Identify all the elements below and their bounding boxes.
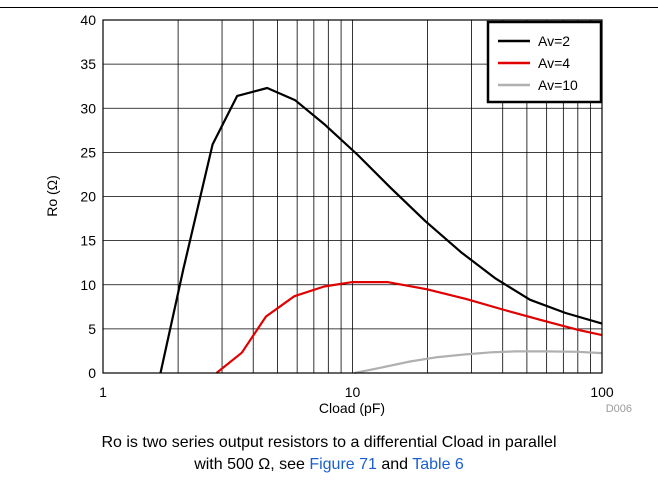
x-axis-label: Cload (pF) — [319, 400, 385, 416]
legend-label-av10: Av=10 — [538, 77, 578, 93]
y-tick-label: 30 — [80, 100, 96, 116]
figure-71-link[interactable]: Figure 71 — [309, 456, 377, 473]
series-line-av-4 — [215, 281, 603, 374]
y-tick-label: 15 — [80, 233, 96, 249]
y-tick-label: 5 — [88, 321, 96, 337]
tick-layer: 0 5 10 15 20 25 30 35 40 1 10 100 — [80, 12, 613, 400]
y-tick-label: 0 — [88, 365, 96, 381]
table-6-link[interactable]: Table 6 — [412, 456, 464, 473]
legend: Av=2 Av=4 Av=10 — [486, 20, 603, 104]
y-tick-label: 10 — [80, 277, 96, 293]
caption-text: with 500 Ω, see — [194, 456, 310, 473]
series-layer — [159, 86, 603, 375]
plot-frame — [102, 19, 603, 374]
caption-line-2: with 500 Ω, see Figure 71 and Table 6 — [0, 454, 658, 476]
top-rule — [0, 7, 658, 8]
caption-line-1: Ro is two series output resistors to a d… — [101, 434, 557, 451]
y-tick-label: 35 — [80, 56, 96, 72]
caption-and: and — [376, 456, 413, 473]
y-tick-label: 25 — [80, 144, 96, 160]
y-tick-label: 20 — [80, 189, 96, 205]
line-chart: 0 5 10 15 20 25 30 35 40 1 10 100 Cload (pF) Ro (Ω)… — [44, 12, 632, 416]
y-axis-label: Ro (Ω) — [44, 175, 60, 217]
x-tick-label: 10 — [345, 384, 361, 400]
figure-caption: Ro is two series output resistors to a d… — [0, 432, 658, 476]
series-line-av-10 — [354, 350, 603, 375]
x-tick-label: 100 — [590, 384, 614, 400]
series-line-av-2 — [159, 86, 603, 374]
legend-label-av2: Av=2 — [538, 33, 570, 49]
x-tick-label: 1 — [99, 384, 107, 400]
y-tick-label: 40 — [80, 12, 96, 28]
doc-code: D006 — [606, 403, 632, 415]
legend-label-av4: Av=4 — [538, 55, 570, 71]
